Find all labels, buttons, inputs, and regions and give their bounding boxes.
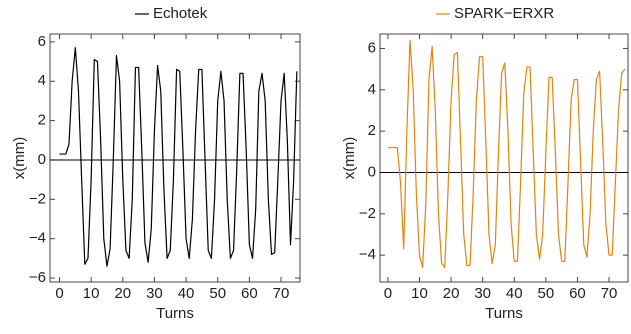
legend-label: SPARK−ERXR [454, 5, 554, 22]
y-tick-label: −2 [29, 190, 46, 207]
y-tick-label: −6 [29, 269, 46, 286]
y-tick-label: 2 [368, 122, 376, 139]
x-tick-label: 60 [241, 285, 258, 302]
y-tick-label: 6 [368, 39, 376, 56]
x-tick-label: 30 [474, 285, 491, 302]
y-tick-label: 0 [38, 151, 46, 168]
y-tick-label: −4 [359, 246, 376, 263]
x-tick-label: 60 [569, 285, 586, 302]
y-tick-label: 2 [38, 112, 46, 129]
plot-frame [379, 33, 629, 283]
x-tick-label: 0 [384, 285, 392, 302]
y-axis-label: x(mm) [341, 137, 358, 179]
y-tick-label: 0 [368, 163, 376, 180]
y-tick-label: 4 [38, 72, 46, 89]
y-tick-label: 4 [368, 81, 376, 98]
x-axis-label: Turns [485, 305, 523, 322]
x-tick-label: 70 [273, 285, 290, 302]
x-tick-label: 70 [601, 285, 618, 302]
x-axis-label: Turns [156, 305, 194, 322]
x-tick-label: 50 [538, 285, 555, 302]
y-tick-label: 6 [38, 33, 46, 50]
x-tick-label: 20 [443, 285, 460, 302]
x-tick-label: 20 [114, 285, 131, 302]
x-tick-label: 40 [178, 285, 195, 302]
x-tick-label: 30 [146, 285, 163, 302]
y-axis-label: x(mm) [11, 137, 28, 179]
y-tick-label: −4 [29, 230, 46, 247]
x-tick-label: 50 [209, 285, 226, 302]
series-line [59, 47, 298, 267]
plot-frame [49, 33, 301, 283]
series-line [387, 39, 626, 269]
x-tick-label: 10 [83, 285, 100, 302]
y-tick-label: −2 [359, 205, 376, 222]
x-tick-label: 0 [55, 285, 63, 302]
x-tick-label: 40 [506, 285, 523, 302]
legend-label: Echotek [153, 5, 208, 22]
x-tick-label: 10 [411, 285, 428, 302]
